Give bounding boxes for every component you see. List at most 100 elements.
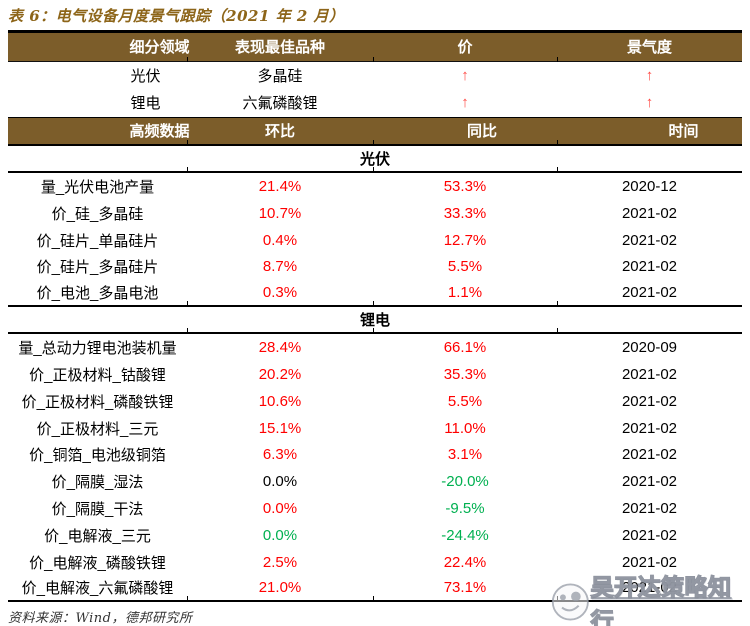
yoy-value: 33.3% — [443, 204, 487, 222]
yoy-value: 1.1% — [447, 284, 483, 302]
column-tick — [556, 328, 558, 334]
mom-value: 21.4% — [258, 178, 302, 196]
mom-value: 15.1% — [258, 419, 302, 437]
date-value: 2021-02 — [621, 446, 678, 464]
mom-value: 10.6% — [258, 392, 302, 410]
table-title: 表 6：电气设备月度景气跟踪（2021 年 2 月） — [8, 7, 345, 25]
price-up-arrow-icon: ↑ — [461, 94, 469, 112]
row-label: 价_正极材料_磷酸铁锂 — [21, 393, 174, 411]
column-tick — [186, 596, 188, 602]
column-tick — [372, 328, 374, 334]
source-note: 资料来源：Wind，德邦研究所 — [8, 611, 193, 626]
best-variety-cell: 六氟磷酸锂 — [242, 95, 318, 113]
segment-cell: 锂电 — [130, 95, 161, 113]
table-row: 价_正极材料_钴酸锂 20.2% 35.3% 2021-02 — [8, 361, 742, 388]
table-row: 量_光伏电池产量 21.4% 53.3% 2020-12 — [8, 173, 742, 200]
date-value: 2021-02 — [621, 392, 678, 410]
sentiment-up-arrow-icon: ↑ — [645, 66, 654, 84]
yoy-value: -24.4% — [441, 526, 489, 544]
table-row: 价_电解液_磷酸铁锂 2.5% 22.4% 2021-02 — [8, 549, 742, 576]
row-label: 价_硅_多晶硅 — [51, 205, 144, 223]
row-label: 价_硅片_多晶硅片 — [36, 259, 159, 277]
table-row: 价_正极材料_磷酸铁锂 10.6% 5.5% 2021-02 — [8, 388, 742, 415]
date-value: 2021-02 — [621, 204, 678, 222]
table-row: 价_正极材料_三元 15.1% 11.0% 2021-02 — [8, 415, 742, 442]
mom-value: 0.0% — [262, 526, 298, 544]
table-row: 价_电解液_六氟磷酸锂 21.0% 73.1% 2021-02 — [8, 576, 742, 603]
sentiment-up-arrow-icon: ↑ — [645, 94, 654, 112]
row-label: 价_硅片_单晶硅片 — [36, 232, 159, 250]
mom-value: 21.0% — [258, 579, 302, 597]
yoy-value: 5.5% — [447, 258, 483, 276]
row-label: 量_总动力锂电池装机量 — [18, 340, 177, 358]
header-mom: 环比 — [264, 123, 295, 141]
table-row: 价_铜箔_电池级铜箔 6.3% 3.1% 2021-02 — [8, 442, 742, 469]
column-tick — [186, 56, 188, 62]
column-tick — [556, 140, 558, 145]
yoy-value: 73.1% — [443, 579, 487, 597]
segment-cell: 光伏 — [130, 67, 161, 85]
date-value: 2021-02 — [621, 473, 678, 491]
table-row: 价_隔膜_湿法 0.0% -20.0% 2021-02 — [8, 468, 742, 495]
header-best-variety: 表现最佳品种 — [234, 39, 325, 57]
column-tick — [556, 56, 558, 62]
summary-row: 锂电 六氟磷酸锂 ↑ ↑ — [8, 89, 742, 117]
table-row: 价_硅_多晶硅 10.7% 33.3% 2021-02 — [8, 200, 742, 227]
row-label: 量_光伏电池产量 — [40, 179, 155, 197]
column-tick — [186, 328, 188, 334]
column-tick — [372, 596, 374, 602]
table-row: 量_总动力锂电池装机量 28.4% 66.1% 2020-09 — [8, 334, 742, 361]
mom-value: 28.4% — [258, 339, 302, 357]
row-label: 价_正极材料_钴酸锂 — [29, 367, 166, 385]
table-row: 价_电池_多晶电池 0.3% 1.1% 2021-02 — [8, 280, 742, 308]
section-title: 光伏 — [359, 151, 390, 169]
date-value: 2021-02 — [621, 366, 678, 384]
row-label: 价_正极材料_三元 — [36, 420, 159, 438]
header-date: 时间 — [668, 123, 699, 141]
date-value: 2021-02 — [621, 419, 678, 437]
mom-value: 20.2% — [258, 366, 302, 384]
mom-value: 10.7% — [258, 204, 302, 222]
date-value: 2021-02 — [621, 579, 678, 597]
date-value: 2020-09 — [621, 339, 678, 357]
row-label: 价_铜箔_电池级铜箔 — [29, 447, 166, 465]
header-segment: 细分领域 — [129, 39, 190, 57]
mom-value: 0.0% — [262, 473, 298, 491]
date-value: 2021-02 — [621, 231, 678, 249]
detail-sections: 光伏 量_光伏电池产量 21.4% 53.3% 2020-12 价_硅_多晶硅 10.7% 3… — [8, 146, 742, 603]
mom-value: 6.3% — [262, 446, 298, 464]
row-label: 价_电解液_六氟磷酸锂 — [21, 580, 174, 598]
section-header-row: 锂电 — [8, 307, 742, 335]
yoy-value: 5.5% — [447, 392, 483, 410]
detail-header-row: 高频数据 环比 同比 时间 — [8, 116, 742, 146]
prosperity-table: 细分领域 表现最佳品种 价 景气度 光伏 多晶硅 ↑ ↑ 锂电 六氟磷酸锂 ↑ ↑ 高频数据 … — [8, 30, 742, 603]
yoy-value: 3.1% — [447, 446, 483, 464]
column-tick — [372, 56, 374, 62]
column-tick — [556, 167, 558, 173]
yoy-value: 11.0% — [444, 419, 486, 437]
row-label: 价_隔膜_湿法 — [51, 474, 144, 492]
yoy-value: 53.3% — [443, 178, 487, 196]
yoy-value: -20.0% — [441, 473, 489, 491]
column-tick — [556, 596, 558, 602]
date-value: 2021-02 — [621, 526, 678, 544]
row-label: 价_电池_多晶电池 — [36, 285, 159, 303]
header-high-freq-data: 高频数据 — [129, 123, 190, 141]
column-tick — [372, 167, 374, 173]
yoy-value: 12.7% — [443, 231, 487, 249]
row-label: 价_隔膜_干法 — [51, 501, 144, 519]
column-tick — [372, 301, 374, 307]
summary-header-row: 细分领域 表现最佳品种 价 景气度 — [8, 30, 742, 62]
table-row: 价_隔膜_干法 0.0% -9.5% 2021-02 — [8, 495, 742, 522]
date-value: 2021-02 — [621, 500, 678, 518]
mom-value: 0.0% — [262, 500, 298, 518]
mom-value: 0.3% — [262, 284, 298, 302]
column-tick — [186, 140, 188, 145]
column-tick — [556, 301, 558, 307]
header-price: 价 — [457, 39, 473, 57]
header-sentiment: 景气度 — [626, 39, 672, 57]
date-value: 2021-02 — [621, 258, 678, 276]
best-variety-cell: 多晶硅 — [257, 67, 303, 85]
row-label: 价_电解液_磷酸铁锂 — [29, 554, 166, 572]
price-up-arrow-icon: ↑ — [461, 66, 469, 84]
